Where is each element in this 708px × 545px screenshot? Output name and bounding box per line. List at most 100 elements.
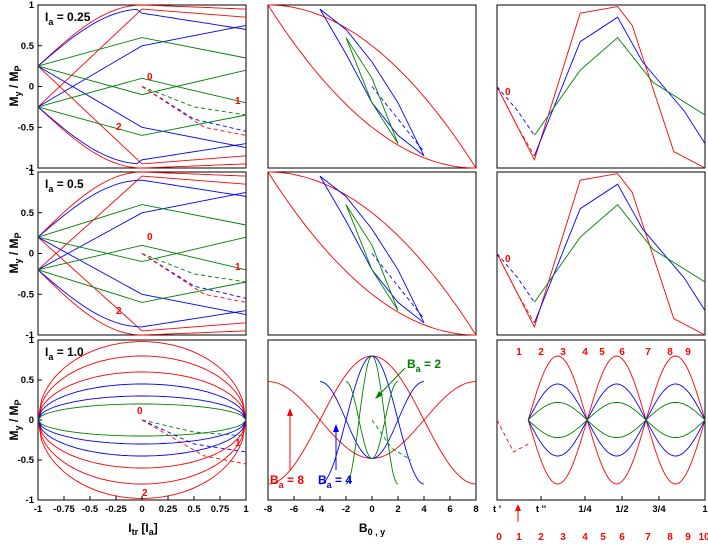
col1-ytick-label: -1 bbox=[26, 330, 35, 341]
tick-marks: -1-0.500.51-1-0.500.51-1-0.500.51-1 -0.75… bbox=[18, 0, 479, 515]
col3-bumps-neg-1 bbox=[527, 419, 706, 457]
col2-green-dash-r3 bbox=[371, 419, 412, 461]
col1-lens-lower-1-1 bbox=[37, 419, 247, 445]
col1-annotations: 0 1 2 0 1 2 0 1 2 bbox=[116, 72, 241, 499]
col2-green-2-r1 bbox=[345, 37, 399, 144]
col1-red-lower-r2 bbox=[37, 269, 247, 336]
col1-ytick-label: -1 bbox=[26, 495, 35, 506]
col2-xtick-label: 0 bbox=[369, 504, 374, 515]
col3-blue-dash-r2 bbox=[496, 253, 535, 303]
col1-ytick-label: 0 bbox=[29, 415, 34, 426]
col1-green-dash-r3 bbox=[141, 419, 247, 437]
col3-top-marker-2: 2 bbox=[538, 347, 544, 358]
col3-red-arrow bbox=[515, 504, 521, 522]
col1-blue-cross1-r2 bbox=[37, 236, 247, 316]
col1-ytick-label: 1 bbox=[29, 0, 35, 11]
col2-red-top-r1 bbox=[268, 4, 477, 169]
panel-r2c3 bbox=[496, 171, 706, 336]
col3-bottom-marker-7: 7 bbox=[645, 532, 651, 543]
col3-bottom-marker-4: 4 bbox=[582, 532, 588, 543]
col3-bottom-marker-6: 6 bbox=[619, 532, 625, 543]
col1-blue-dash-r2 bbox=[141, 253, 247, 299]
col2-red-bottom-r1 bbox=[267, 4, 476, 169]
col1-lens-upper-0-1 bbox=[37, 355, 247, 421]
col1-red-dash-r2 bbox=[141, 253, 247, 303]
col3-blue-dash-r1 bbox=[496, 86, 535, 136]
col1-red-cross2-r1 bbox=[37, 8, 247, 108]
col2-xtick-label: 6 bbox=[447, 504, 452, 515]
col2-red-bottom-r2 bbox=[267, 171, 476, 336]
col1-green-upper-r1 bbox=[37, 37, 247, 67]
col1-green-mid2-r1 bbox=[37, 77, 247, 108]
annot-2-row1: 2 bbox=[116, 122, 122, 133]
col3-bottom-marker-10: 10 bbox=[698, 532, 708, 543]
col1-xtick-label: -1 bbox=[34, 504, 43, 515]
row-label-2: Ia = 0.5 bbox=[45, 177, 84, 194]
col1-xtick-label: -0.25 bbox=[105, 504, 127, 515]
col1-lens-lower-0-1 bbox=[37, 419, 247, 485]
col3-xtick-label-5: 1 bbox=[702, 504, 708, 515]
col1-xtick-label: -0.75 bbox=[53, 504, 75, 515]
col3-xtick-label-1: t '' bbox=[536, 504, 546, 515]
col1-red-lower-r1 bbox=[37, 106, 247, 169]
col1-green-upper-r2 bbox=[37, 204, 247, 238]
col1-red-dash-r3 bbox=[141, 419, 247, 465]
ba-arrowhead-4 bbox=[333, 424, 339, 432]
col2-series-2-b bbox=[345, 381, 399, 459]
ba-labels: Ba = 8 Ba = 4 Ba = 2 bbox=[270, 357, 441, 490]
col1-ytick-label: -0.5 bbox=[18, 122, 35, 133]
col2-blue-dash-r1 bbox=[371, 86, 425, 152]
col1-blue-cross2-r2 bbox=[37, 191, 247, 271]
col1-lens-upper-1-1 bbox=[37, 395, 247, 421]
xlabel-col1: Itr [Ia] bbox=[128, 521, 158, 537]
col3-bottom-marker-9: 9 bbox=[685, 532, 691, 543]
col1-xtick-label: 1 bbox=[243, 504, 249, 515]
panel-r1c3 bbox=[496, 4, 706, 169]
ylabel-row1: My / MP bbox=[7, 65, 23, 106]
ba-label-4: Ba = 4 bbox=[318, 473, 352, 490]
col1-green-lower-r2 bbox=[37, 269, 247, 303]
ba-arrowhead-2 bbox=[375, 391, 383, 399]
col3-top-marker-6: 6 bbox=[619, 347, 625, 358]
x-axis-labels: Itr [Ia] B0 , y bbox=[128, 521, 385, 537]
col1-ytick-label: 1 bbox=[29, 167, 35, 178]
col3-green-r1 bbox=[534, 36, 706, 136]
col1-red-cross1-r1 bbox=[37, 65, 247, 165]
col1-xtick-label: 0.25 bbox=[159, 504, 178, 515]
col1-xtick-label: -0.5 bbox=[82, 504, 99, 515]
col1-green-mid2-r2 bbox=[37, 244, 247, 271]
curves bbox=[37, 4, 706, 499]
col3-top-marker-8: 8 bbox=[667, 347, 673, 358]
col3-annot-0-row2: 0 bbox=[505, 254, 511, 265]
col3-annotations: 0 0 bbox=[505, 87, 511, 265]
col2-xtick-label: -4 bbox=[316, 504, 325, 515]
col1-lens-lower-2-0 bbox=[37, 419, 247, 437]
col2-xtick-label: -6 bbox=[290, 504, 298, 515]
ba-arrow-2 bbox=[377, 367, 406, 397]
col2-xtick-label: 4 bbox=[421, 504, 427, 515]
annot-1-row2: 1 bbox=[235, 262, 241, 273]
col2-blue-1-r2 bbox=[319, 175, 425, 323]
ba-label-2: Ba = 2 bbox=[407, 357, 441, 374]
col3-top-marker-7: 7 bbox=[645, 347, 651, 358]
col1-xtick-label: 0 bbox=[139, 504, 144, 515]
col1-blue-lower-r2 bbox=[37, 269, 247, 328]
col1-red-upper-r2 bbox=[37, 171, 247, 238]
col3-xtick-label-2: 1/4 bbox=[578, 504, 592, 515]
annot-2-row2: 2 bbox=[116, 306, 122, 317]
col1-ytick-label: 0 bbox=[29, 82, 34, 93]
col3-blue-r1 bbox=[533, 16, 706, 156]
col1-ytick-label: 0.5 bbox=[21, 375, 35, 386]
col1-red-dash-r1 bbox=[141, 86, 247, 136]
annot-1-row1: 1 bbox=[235, 96, 241, 107]
col3-top-marker-9: 9 bbox=[685, 347, 691, 358]
col2-red-top-r2 bbox=[268, 171, 477, 336]
col3-bumps-0 bbox=[527, 355, 706, 422]
col3-red-dash-r3 bbox=[496, 419, 529, 453]
col1-lens-lower-1-0 bbox=[37, 419, 247, 457]
col1-ytick-label: -1 bbox=[26, 163, 35, 174]
col1-xtick-label: 0.5 bbox=[187, 504, 201, 515]
col2-blue-2-r1 bbox=[319, 8, 425, 157]
xlabel-col2: B0 , y bbox=[359, 521, 385, 537]
